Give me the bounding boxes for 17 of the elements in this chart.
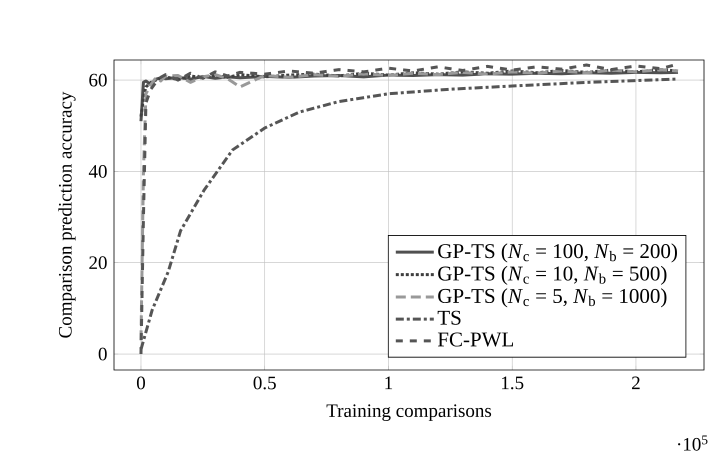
x-tick-label: 0.5	[254, 376, 276, 390]
legend-label: GP-TS (N$_{c}$ = 100, N$_{b}$ = 200)	[438, 243, 677, 262]
y-tick-label: 0	[98, 348, 107, 360]
y-tick-label: 20	[89, 256, 107, 270]
legend-label: TS	[438, 310, 461, 325]
x-tick-label: 0	[136, 376, 145, 390]
legend-label: GP-TS (N$_{c}$ = 5, N$_{b}$ = 1000)	[438, 288, 666, 308]
y-tick-label: 40	[88, 165, 107, 178]
text: ·10$^{5}$	[678, 436, 708, 451]
x-tick-label: 2	[632, 376, 640, 390]
y-axis-title: Comparison prediction accuracy	[58, 92, 76, 338]
x-tick-label: 1.5	[502, 376, 524, 390]
legend-label: FC-PWL	[438, 332, 514, 347]
legend-label: GP-TS (N$_{c}$ = 10, N$_{b}$ = 500)	[438, 266, 666, 285]
x-tick-label: 1	[385, 376, 392, 390]
x-axis-title: Training comparisons	[326, 404, 492, 421]
y-tick-label: 60	[89, 74, 107, 86]
